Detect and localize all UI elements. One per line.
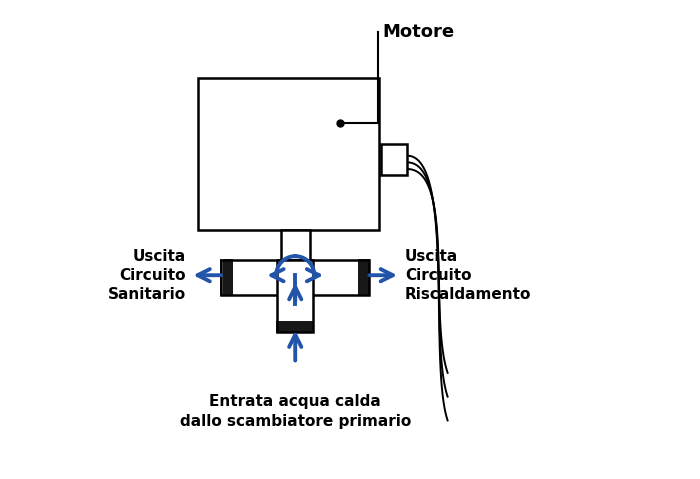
Bar: [281, 230, 309, 260]
Text: Motore: Motore: [382, 23, 454, 41]
Text: Uscita
Circuito
Riscaldamento: Uscita Circuito Riscaldamento: [405, 249, 531, 302]
Bar: [221, 260, 369, 296]
Text: Uscita
Circuito
Sanitario: Uscita Circuito Sanitario: [108, 249, 186, 302]
Bar: [197, 78, 379, 230]
Text: Entrata acqua calda
dallo scambiatore primario: Entrata acqua calda dallo scambiatore pr…: [180, 394, 411, 429]
Bar: [381, 144, 407, 175]
Bar: [277, 260, 313, 332]
